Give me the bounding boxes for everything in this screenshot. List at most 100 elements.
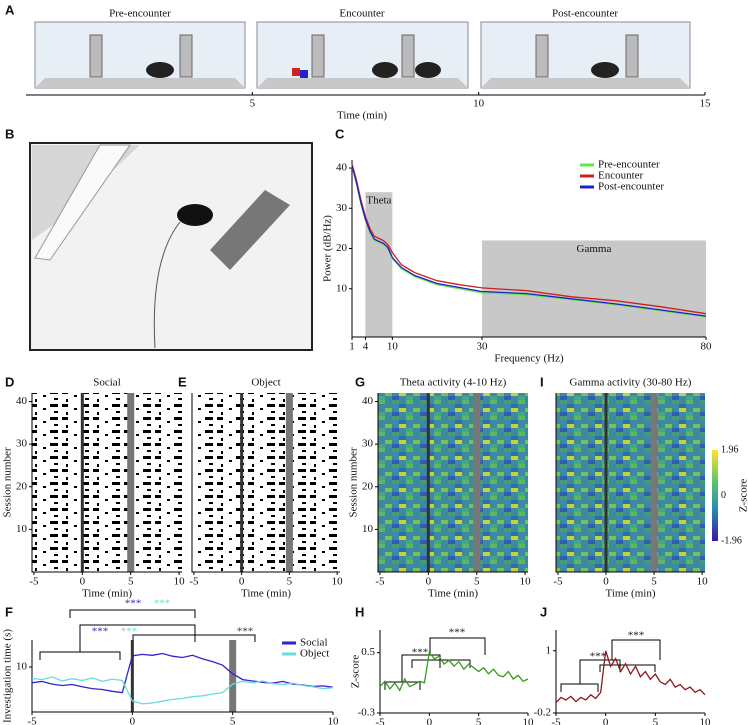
y-tick-label: 20 xyxy=(336,242,348,254)
annotation: *** xyxy=(154,598,171,610)
band xyxy=(365,192,393,337)
panel-letter: C xyxy=(335,126,345,141)
x-tick-label: 30 xyxy=(476,341,488,353)
y-tick-label: 40 xyxy=(336,162,348,174)
y-tick-label: 0.5 xyxy=(361,646,375,658)
chart-title: Gamma activity (30-80 Hz) xyxy=(570,377,692,389)
heatmap-texture xyxy=(378,393,528,572)
raster-texture xyxy=(32,393,182,572)
panel-letter: H xyxy=(355,604,364,619)
x-tick-label: 5 xyxy=(651,576,657,588)
legend-label: Object xyxy=(300,648,329,660)
y-tick-label: -0.2 xyxy=(534,707,551,719)
event-marker xyxy=(80,393,84,572)
band-label: Gamma xyxy=(577,243,612,255)
y-tick-label: 20 xyxy=(362,480,374,492)
y-tick-label: 10 xyxy=(16,661,28,673)
x-axis-label: Time (min) xyxy=(241,588,291,600)
panel-letter: A xyxy=(5,2,15,17)
x-tick-label: 0 xyxy=(603,576,609,588)
chart-title: Theta activity (4-10 Hz) xyxy=(400,377,507,389)
x-tick-label: 10 xyxy=(697,576,709,588)
event-marker xyxy=(127,393,135,572)
heatmap-texture xyxy=(556,393,705,572)
x-tick-label: 5 xyxy=(476,717,482,725)
y-tick-label: 40 xyxy=(362,395,374,407)
x-tick-label: 1 xyxy=(349,341,355,353)
event-marker xyxy=(229,640,237,712)
annotation: *** xyxy=(92,626,109,638)
colorbar-tick-label: 0 xyxy=(721,490,726,501)
panel-letter: G xyxy=(355,374,365,389)
x-tick-label: 0 xyxy=(426,576,432,588)
colorbar-tick-label: 1.96 xyxy=(721,444,739,455)
annotation: *** xyxy=(125,598,142,610)
axis-line xyxy=(31,393,182,573)
axis-line xyxy=(555,393,705,573)
x-tick-label: 0 xyxy=(80,576,86,588)
y-tick-label: 20 xyxy=(16,480,28,492)
annotation: *** xyxy=(449,627,466,639)
axis-line xyxy=(191,393,340,573)
series-line xyxy=(351,165,707,317)
x-tick-label: -5 xyxy=(375,717,385,725)
x-tick-label: 10 xyxy=(174,576,186,588)
series-line xyxy=(351,163,707,315)
annotation: *** xyxy=(590,651,607,663)
x-tick-label: 0 xyxy=(130,716,136,725)
y-tick-label: -0.3 xyxy=(358,707,376,719)
x-axis-label: Time (min) xyxy=(605,588,655,600)
y-tick-label: 40 xyxy=(16,395,28,407)
legend-label: Social xyxy=(300,637,328,649)
annotation: *** xyxy=(412,647,429,659)
x-tick-label: -5 xyxy=(553,576,563,588)
legend-label: Encounter xyxy=(598,170,644,182)
x-tick-label: 5 xyxy=(474,576,480,588)
event-marker xyxy=(604,393,608,572)
panel-letter: F xyxy=(5,604,13,619)
arena-photo xyxy=(29,142,313,351)
y-tick-label: 10 xyxy=(16,523,28,535)
y-tick-label: 30 xyxy=(16,438,28,450)
stage-title: Pre-encounter xyxy=(109,8,171,20)
x-tick-label: 5 xyxy=(230,716,236,725)
legend-label: Pre-encounter xyxy=(598,159,660,171)
colorbar xyxy=(712,450,718,541)
x-tick-label: 10 xyxy=(387,341,399,353)
y-tick-label: 30 xyxy=(362,438,374,450)
x-tick-label: -5 xyxy=(189,576,199,588)
significance-brackets xyxy=(39,609,661,692)
arena-illustrations xyxy=(34,21,691,89)
panel-letter: B xyxy=(5,126,14,141)
x-tick-label: 10 xyxy=(520,576,532,588)
y-axis-label: Power (dB/Hz) xyxy=(322,215,334,282)
event-marker xyxy=(650,393,658,572)
band xyxy=(481,240,706,337)
axis-line xyxy=(377,393,528,573)
axis-line xyxy=(31,640,333,713)
panel-letter: J xyxy=(540,604,547,619)
panel-letter: I xyxy=(540,374,544,389)
x-tick-label: 5 xyxy=(653,717,659,725)
x-tick-label: 10 xyxy=(328,716,340,725)
x-tick-label: 5 xyxy=(250,98,256,110)
x-tick-label: -5 xyxy=(551,717,561,725)
x-tick-label: 0 xyxy=(239,576,245,588)
x-tick-label: 15 xyxy=(700,98,712,110)
x-axis-label: Time (min) xyxy=(82,588,132,600)
x-tick-label: 10 xyxy=(473,98,485,110)
chart-title: Object xyxy=(251,377,280,389)
x-tick-label: 5 xyxy=(287,576,293,588)
axis-line xyxy=(555,630,705,714)
x-tick-label: 5 xyxy=(128,576,134,588)
y-axis-label: Z-score xyxy=(350,655,362,689)
series-line xyxy=(31,676,334,705)
event-marker xyxy=(473,393,481,572)
x-tick-label: 10 xyxy=(700,717,712,725)
y-tick-label: 10 xyxy=(336,282,348,294)
x-axis-label: Frequency (Hz) xyxy=(494,353,564,365)
x-tick-label: 80 xyxy=(701,341,713,353)
legend-label: Post-encounter xyxy=(598,181,664,193)
y-axis-label: Investigation time (s) xyxy=(2,629,14,723)
